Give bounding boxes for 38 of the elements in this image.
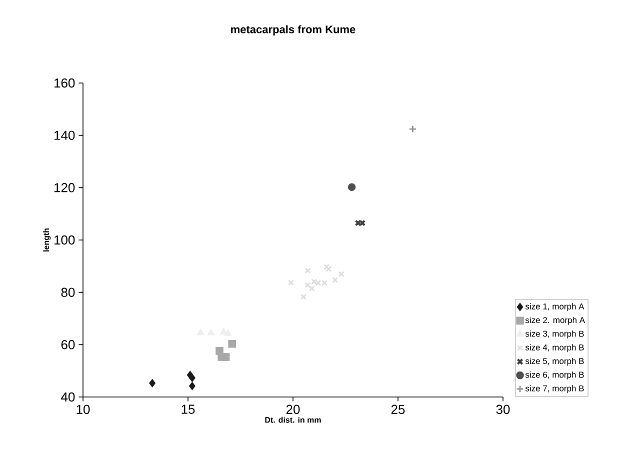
point — [304, 268, 311, 274]
point — [288, 280, 294, 286]
legend-label: size 1, morph A — [525, 303, 584, 312]
point — [189, 374, 196, 382]
y-tick-label: 100 — [54, 235, 75, 245]
point — [408, 125, 417, 133]
point — [304, 282, 311, 288]
legend-label: size 7, morph B — [525, 385, 584, 394]
x-axis-title: Dt. dist. in mm — [265, 416, 321, 423]
x-tick-label: 20 — [286, 404, 300, 414]
y-tick-label: 160 — [54, 78, 75, 88]
legend-label: size 5, morph B — [525, 358, 584, 366]
y-tick-label: 40 — [61, 392, 75, 402]
y-tick-label: 80 — [61, 288, 75, 297]
point — [332, 277, 338, 283]
x-tick-label: 10 — [76, 404, 90, 414]
legend-label: size 3, morph B — [525, 330, 584, 338]
legend-label: size 6, morph B — [525, 371, 584, 380]
point — [308, 285, 315, 292]
point — [338, 271, 344, 277]
y-tick-label: 120 — [54, 183, 75, 192]
point — [324, 264, 330, 270]
legend-label: size 2. morph A — [525, 316, 586, 325]
x-tick-label: 15 — [182, 404, 195, 414]
point — [149, 379, 156, 388]
y-tick-label: 140 — [54, 130, 75, 140]
point — [189, 382, 196, 390]
point — [228, 340, 236, 348]
legend-label: size 4, morph B — [525, 344, 584, 352]
chart-title: metacarpals from Kume — [231, 25, 356, 36]
y-axis-title: length — [43, 228, 51, 252]
point — [300, 294, 306, 300]
y-tick-label: 60 — [61, 340, 75, 350]
point — [348, 183, 356, 192]
x-tick-label: 30 — [496, 404, 510, 414]
point — [326, 266, 332, 272]
x-tick-label: 25 — [391, 404, 405, 414]
point — [222, 353, 230, 361]
